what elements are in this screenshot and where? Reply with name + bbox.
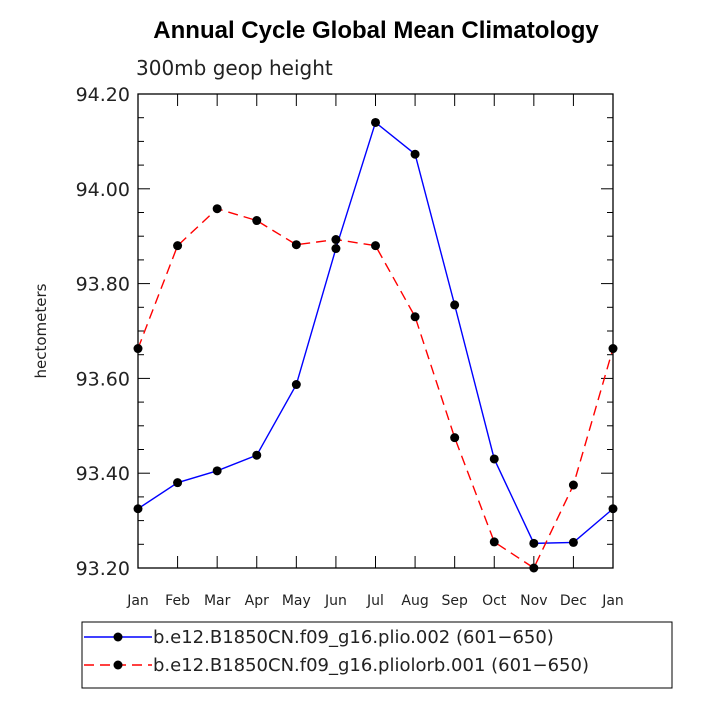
y-tick-label: 94.20: [76, 84, 130, 106]
legend: b.e12.B1850CN.f09_g16.plio.002 (601−650)…: [81, 621, 673, 689]
series-line: [137, 207, 614, 570]
axis-ticks: [137, 93, 614, 569]
y-tick-label: 93.60: [76, 368, 130, 390]
data-point: [173, 478, 183, 488]
data-point: [291, 240, 301, 250]
series-layer: [133, 117, 618, 573]
data-point: [371, 117, 380, 127]
legend-label: b.e12.B1850CN.f09_g16.pliolorb.001 (601−…: [153, 655, 589, 676]
x-tick-label: Dec: [560, 593, 587, 609]
data-point: [410, 312, 420, 322]
legend-marker: [113, 632, 123, 642]
axis-tick-labels: 93.20 93.40 93.60 93.80 94.00 94.20 Jan Feb Mar A…: [76, 84, 624, 609]
data-point: [331, 244, 341, 254]
chart-title: Annual Cycle Global Mean Climatology: [153, 17, 599, 44]
x-tick-label: May: [282, 593, 311, 609]
series-2: [133, 204, 618, 573]
data-point: [212, 466, 222, 476]
x-tick-label: Apr: [245, 593, 269, 609]
legend-label: b.e12.B1850CN.f09_g16.plio.002 (601−650): [153, 627, 554, 648]
data-point: [291, 380, 301, 390]
y-tick-label: 94.00: [76, 179, 130, 201]
y-axis-label: hectometers: [32, 283, 50, 378]
y-tick-label: 93.20: [76, 558, 130, 580]
data-point: [450, 300, 460, 310]
x-tick-label: Mar: [204, 593, 231, 609]
x-tick-label: Jan: [601, 593, 624, 609]
x-tick-label: Nov: [520, 593, 547, 609]
x-tick-label: Oct: [482, 593, 507, 609]
data-point: [371, 241, 380, 251]
data-point: [568, 480, 578, 490]
x-tick-label: Jan: [126, 593, 149, 609]
x-tick-label: Jul: [366, 593, 384, 609]
series-line: [137, 121, 614, 545]
data-point: [529, 538, 539, 548]
data-point: [410, 149, 420, 159]
legend-box: [81, 621, 673, 689]
legend-marker: [113, 660, 123, 670]
data-point: [331, 235, 341, 245]
x-tick-label: Feb: [165, 593, 190, 609]
data-point: [450, 433, 460, 443]
chart-subtitle: 300mb geop height: [136, 56, 333, 80]
data-point: [489, 537, 499, 547]
x-tick-label: Aug: [401, 593, 428, 609]
x-tick-label: Jun: [324, 593, 347, 609]
data-point: [212, 204, 222, 214]
legend-entry-2: b.e12.B1850CN.f09_g16.pliolorb.001 (601−…: [84, 655, 589, 676]
data-point: [173, 241, 183, 251]
legend-entry-1: b.e12.B1850CN.f09_g16.plio.002 (601−650): [84, 627, 554, 648]
data-point: [252, 450, 262, 460]
series-1: [133, 117, 618, 548]
data-point: [568, 537, 578, 547]
data-point: [252, 216, 262, 226]
data-point: [489, 454, 499, 464]
y-tick-label: 93.80: [76, 274, 130, 296]
x-tick-label: Sep: [441, 593, 468, 609]
plot-frame: [137, 93, 614, 569]
y-tick-label: 93.40: [76, 463, 130, 485]
